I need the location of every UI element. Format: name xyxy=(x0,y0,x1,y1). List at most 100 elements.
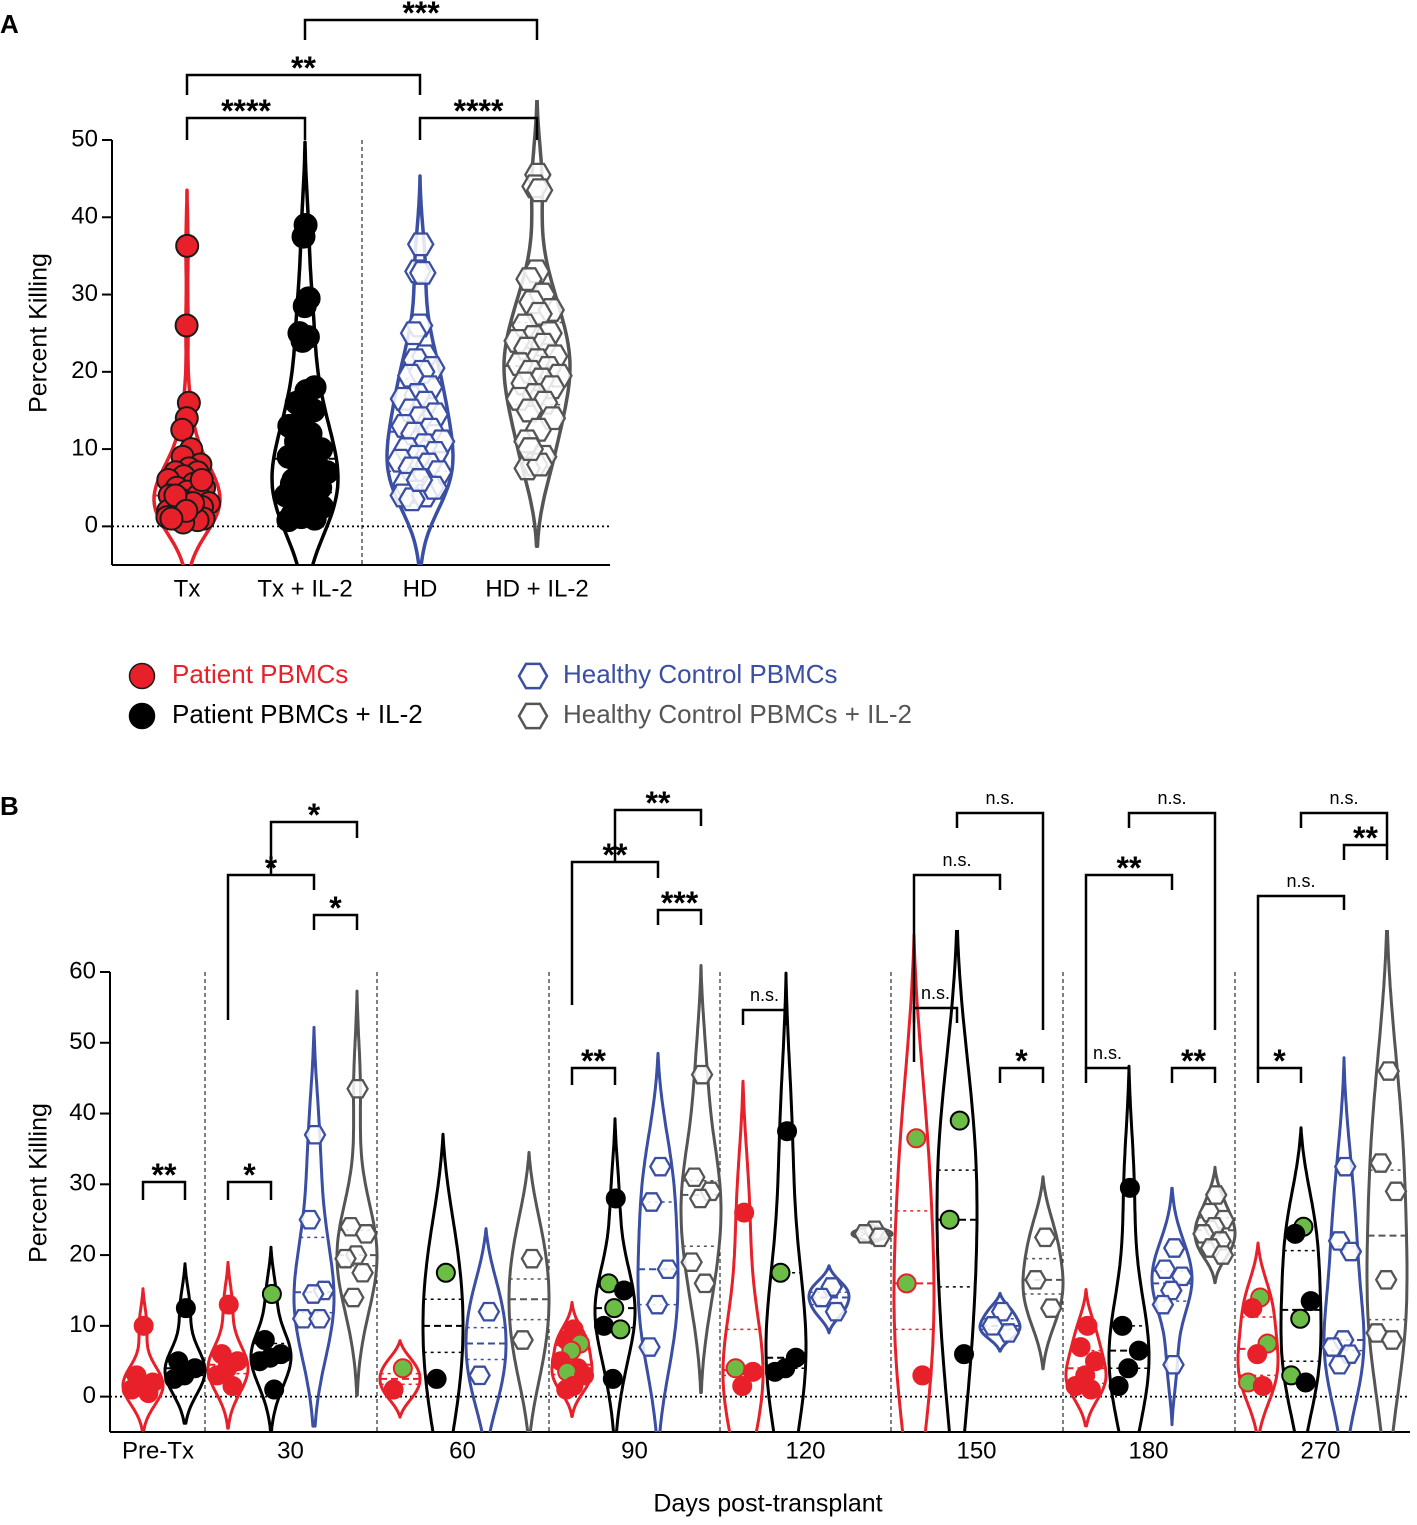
violin xyxy=(464,1227,508,1432)
y-tick-label: 40 xyxy=(69,1099,96,1126)
data-point xyxy=(175,233,200,258)
y-tick-label: 10 xyxy=(69,1311,96,1338)
data-point xyxy=(392,1358,413,1379)
data-point xyxy=(1077,1315,1098,1336)
significance-bracket xyxy=(1127,811,1217,1030)
data-point xyxy=(939,1209,960,1230)
y-tick-label: 30 xyxy=(69,1170,96,1197)
data-point xyxy=(614,1280,635,1301)
violin xyxy=(1322,1056,1366,1432)
y-tick-label: 0 xyxy=(83,1382,96,1409)
significance-bracket xyxy=(1256,894,1346,1068)
significance-label: ** xyxy=(1181,1043,1206,1079)
violin xyxy=(636,1051,680,1432)
significance-label: * xyxy=(329,890,342,926)
plot-area xyxy=(121,930,1409,1432)
data-point xyxy=(1085,1351,1106,1372)
significance-bracket xyxy=(418,116,539,140)
y-tick-label: 30 xyxy=(71,280,98,307)
significance-label: n.s. xyxy=(921,983,950,1003)
data-point xyxy=(593,1315,614,1336)
data-point xyxy=(159,506,184,531)
data-point xyxy=(281,468,306,492)
significance-label: n.s. xyxy=(985,788,1014,808)
data-point xyxy=(645,1294,669,1315)
data-point xyxy=(291,1308,315,1329)
data-point xyxy=(1153,1259,1177,1280)
data-point xyxy=(341,1287,365,1308)
violin xyxy=(935,930,979,1432)
significance-label: * xyxy=(243,1157,256,1193)
data-point xyxy=(477,1301,501,1322)
legend-label: Patient PBMCs xyxy=(172,659,348,689)
data-point xyxy=(408,260,437,285)
legend-marker xyxy=(128,662,156,690)
data-point xyxy=(1024,1270,1047,1290)
data-point xyxy=(1290,1308,1311,1329)
y-tick-label: 40 xyxy=(71,203,98,230)
significance-label: n.s. xyxy=(942,850,971,870)
data-point xyxy=(174,313,199,338)
significance-label: * xyxy=(308,797,321,833)
data-point xyxy=(1039,1298,1063,1318)
data-point xyxy=(1108,1376,1129,1396)
data-point xyxy=(303,1124,327,1145)
data-point xyxy=(640,1192,663,1212)
data-point xyxy=(133,1315,154,1336)
x-axis-label: Days post-transplant xyxy=(653,1490,882,1518)
significance-bracket xyxy=(1342,843,1389,860)
legend-label: Healthy Control PBMCs + IL-2 xyxy=(563,699,912,729)
violin xyxy=(1193,1165,1237,1285)
x-tick-label: Pre-Tx xyxy=(122,1437,194,1464)
data-point xyxy=(1128,1340,1149,1361)
data-point xyxy=(516,437,545,462)
x-tick-label: 270 xyxy=(1300,1437,1340,1464)
data-point xyxy=(511,1330,534,1350)
data-point xyxy=(276,508,301,533)
data-point xyxy=(1384,1181,1408,1202)
x-tick-label: HD xyxy=(403,575,438,602)
significance-label: ** xyxy=(1117,850,1142,886)
legend-label: Patient PBMCs + IL-2 xyxy=(172,699,423,729)
data-point xyxy=(1369,1153,1393,1173)
x-tick-label: Tx xyxy=(174,575,201,602)
x-tick-label: 120 xyxy=(785,1437,825,1464)
data-point xyxy=(290,328,315,353)
data-point xyxy=(261,1284,282,1304)
violin xyxy=(206,1260,250,1430)
violin xyxy=(335,989,379,1397)
data-point xyxy=(520,1248,544,1269)
data-point xyxy=(1112,1315,1133,1336)
violin xyxy=(679,964,723,1394)
data-point xyxy=(604,1298,625,1319)
data-point xyxy=(334,1248,357,1269)
data-point xyxy=(906,1128,927,1149)
data-point xyxy=(291,224,316,249)
data-point xyxy=(1033,1227,1057,1248)
significance-bracket xyxy=(570,860,660,1005)
violin xyxy=(421,1132,465,1432)
data-point xyxy=(1162,1354,1185,1375)
y-tick-label: 60 xyxy=(69,957,96,984)
significance-bracket xyxy=(656,908,703,925)
data-point xyxy=(1151,1294,1175,1315)
data-point xyxy=(605,1188,626,1209)
violin xyxy=(1365,930,1409,1432)
significance-bracket xyxy=(269,820,359,875)
significance-label: n.s. xyxy=(1329,788,1358,808)
significance-label: ** xyxy=(152,1157,177,1193)
significance-bracket xyxy=(613,808,703,862)
x-tick-label: HD + IL-2 xyxy=(485,575,588,602)
violin xyxy=(249,1245,293,1432)
data-point xyxy=(610,1319,631,1340)
data-point xyxy=(346,1078,369,1099)
data-point xyxy=(912,1365,933,1386)
data-point xyxy=(1295,1372,1316,1393)
significance-bracket xyxy=(303,18,539,40)
data-point xyxy=(383,1379,404,1400)
data-point xyxy=(1300,1291,1321,1312)
significance-bracket xyxy=(570,1066,617,1085)
significance-label: ** xyxy=(646,785,671,821)
legend-marker xyxy=(517,662,549,690)
x-tick-label: 30 xyxy=(277,1437,304,1464)
